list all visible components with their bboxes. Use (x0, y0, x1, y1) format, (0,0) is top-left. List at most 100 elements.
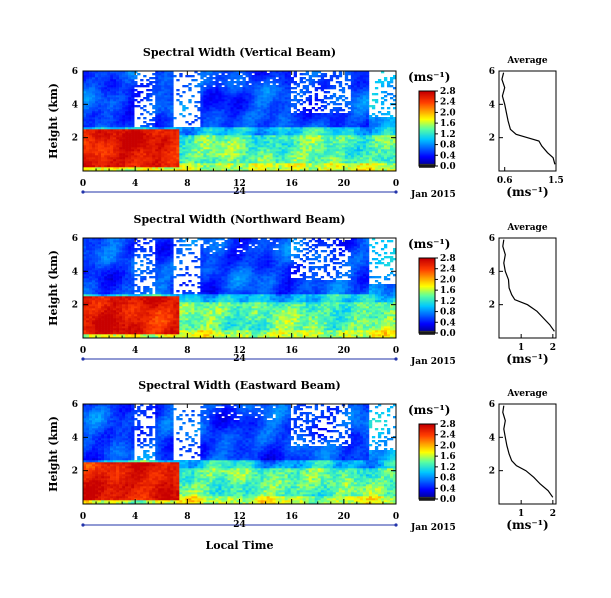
heatmap-cell (323, 141, 328, 144)
heatmap-cell (101, 242, 105, 245)
heatmap-cell (320, 79, 325, 82)
heatmap-cell (155, 113, 159, 116)
heatmap-cell (260, 149, 264, 152)
heatmap-cell (224, 159, 228, 162)
heatmap-cell (149, 153, 153, 156)
heatmap-cell (122, 119, 126, 122)
heatmap-cell (131, 139, 135, 142)
heatmap-cell (308, 123, 313, 126)
heatmap-cell (179, 135, 183, 138)
heatmap-cell (110, 95, 114, 98)
heatmap-cell (254, 99, 258, 102)
heatmap-cell (113, 129, 117, 132)
heatmap-cell (290, 165, 294, 168)
heatmap-cell (203, 101, 207, 104)
heatmap-cell (104, 103, 108, 106)
heatmap-cell (224, 89, 228, 92)
heatmap-cell (377, 129, 382, 132)
heatmap-cell (227, 135, 231, 138)
heatmap-cell (257, 129, 261, 132)
heatmap-cell (164, 75, 168, 78)
heatmap-cell (179, 73, 183, 76)
heatmap-cell (344, 77, 349, 80)
heatmap-cell (293, 169, 297, 172)
heatmap-cell (266, 157, 270, 160)
heatmap-cell (260, 135, 264, 138)
heatmap-cell (86, 113, 90, 116)
profile-line (501, 72, 556, 165)
heatmap-cell (293, 95, 297, 98)
heatmap-cell (83, 276, 87, 279)
heatmap-cell (287, 95, 291, 98)
heatmap-cell (212, 169, 216, 172)
heatmap-cell (350, 73, 355, 76)
heatmap-cell (329, 139, 334, 142)
heatmap-cell (161, 159, 165, 162)
heatmap-cell (323, 87, 328, 90)
heatmap-cell (86, 149, 90, 152)
heatmap-cell (197, 137, 201, 140)
heatmap-cell (338, 103, 343, 106)
heatmap-cell (338, 151, 343, 154)
heatmap-cell (83, 165, 87, 168)
heatmap-cell (389, 159, 394, 162)
heatmap-cell (266, 73, 270, 76)
heatmap-cell (110, 79, 114, 82)
heatmap-cell (266, 145, 270, 148)
heatmap-cell (350, 111, 355, 114)
heatmap-cell (152, 73, 156, 76)
heatmap-cell (83, 85, 87, 88)
heatmap-cell (260, 139, 264, 142)
heatmap-cell (107, 119, 111, 122)
heatmap-cell (386, 83, 391, 86)
heatmap-cell (332, 161, 337, 164)
heatmap-cell (263, 131, 267, 134)
heatmap-cell (356, 131, 361, 134)
heatmap-cell (272, 129, 276, 132)
heatmap-cell (365, 163, 370, 166)
heatmap-cell (134, 169, 138, 172)
heatmap-cell (281, 85, 285, 88)
heatmap-cell (155, 99, 159, 102)
heatmap-cell (362, 87, 367, 90)
heatmap-cell (179, 149, 183, 152)
heatmap-cell (257, 135, 261, 138)
heatmap-cell (113, 137, 117, 140)
heatmap-cell (89, 290, 93, 293)
heatmap-cell (89, 127, 93, 130)
heatmap-cell (137, 85, 141, 88)
heatmap-cell (155, 109, 159, 112)
heatmap-cell (272, 87, 276, 90)
heatmap-cell (197, 139, 201, 142)
heatmap-cell (350, 117, 355, 120)
heatmap-cell (128, 143, 132, 146)
heatmap-cell (338, 117, 343, 120)
heatmap-cell (377, 131, 382, 134)
heatmap-cell (128, 153, 132, 156)
heatmap-cell (329, 111, 334, 114)
heatmap-cell (263, 157, 267, 160)
heatmap-cell (359, 125, 364, 128)
heatmap-cell (251, 149, 255, 152)
heatmap-cell (296, 151, 300, 154)
heatmap-cell (221, 149, 225, 152)
heatmap-cell (116, 81, 120, 84)
heatmap-cell (209, 75, 213, 78)
heatmap-cell (125, 157, 129, 160)
heatmap-cell (95, 298, 99, 301)
heatmap-cell (278, 93, 282, 96)
heatmap-cell (359, 161, 364, 164)
heatmap-cell (287, 111, 291, 114)
heatmap-cell (266, 87, 270, 90)
heatmap-cell (374, 165, 379, 168)
heatmap-cell (122, 157, 126, 160)
colorbar-band (419, 149, 435, 152)
heatmap-cell (248, 147, 252, 150)
heatmap-cell (125, 89, 129, 92)
heatmap-cell (161, 125, 165, 128)
heatmap-cell (89, 81, 93, 84)
heatmap-cell (233, 117, 237, 120)
heatmap-cell (287, 91, 291, 94)
heatmap-cell (323, 113, 328, 116)
heatmap-cell (92, 294, 96, 297)
